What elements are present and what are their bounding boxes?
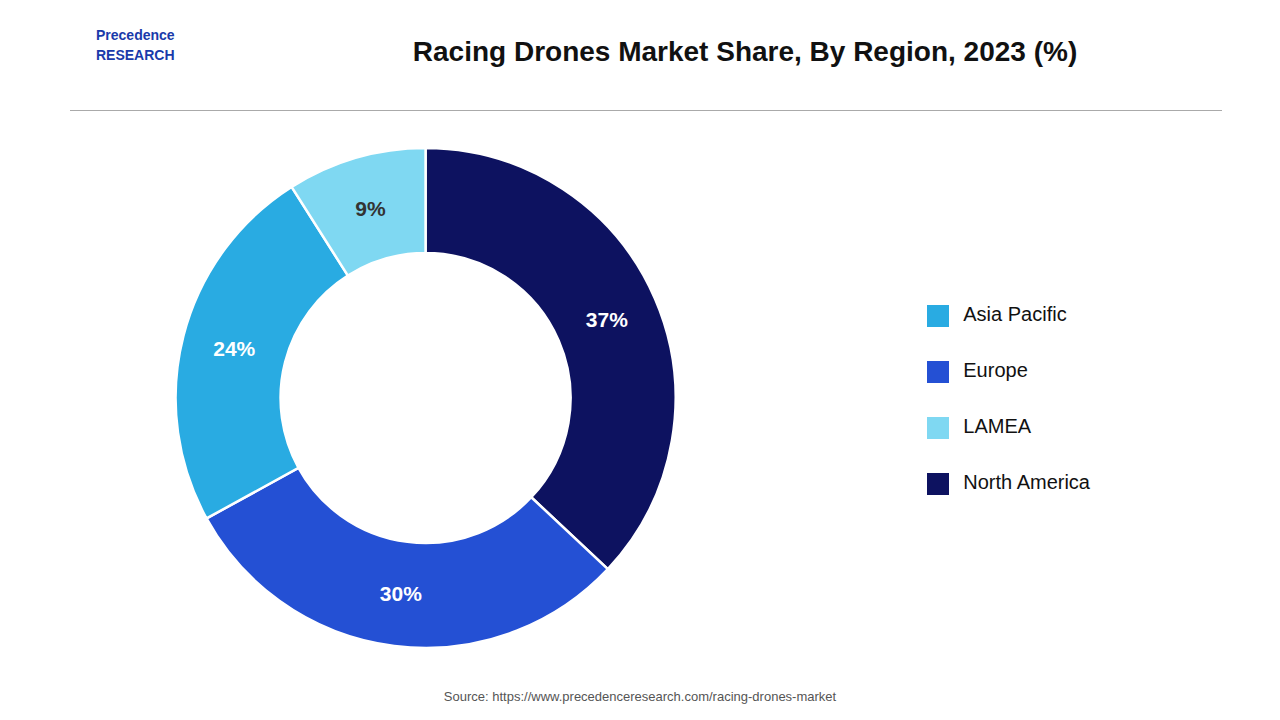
html-text:Racing Drones Market Share, By: Racing Drones Market Share, By Region, 2… <box>412 36 1078 67</box>
svg-text:30%: 30% <box>380 582 422 605</box>
html-text:LAMEA: LAMEA <box>963 415 1032 437</box>
svg-text:37%: 37% <box>586 308 628 331</box>
html-text:North America: North America <box>963 471 1090 493</box>
html-text:Precedence RESEARCH: Precedence RESEARCH <box>96 27 175 63</box>
html-text:Europe: Europe <box>963 359 1028 381</box>
svg-text:9%: 9% <box>355 197 386 220</box>
html-text:Source: https://www.precedence: Source: https://www.precedenceresearch.c… <box>443 689 837 704</box>
svg-text:24%: 24% <box>213 337 255 360</box>
html-text:Asia Pacific: Asia Pacific <box>963 303 1067 325</box>
